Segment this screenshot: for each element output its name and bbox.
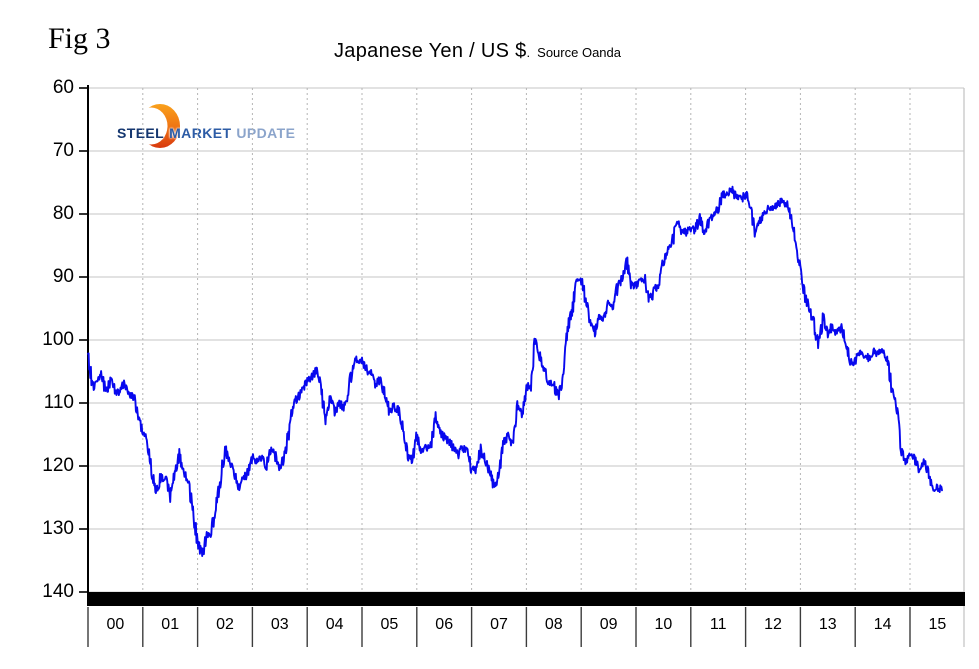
x-axis-label: 15 (928, 616, 947, 633)
chart-title: Japanese Yen / US $. Source Oanda (334, 40, 621, 63)
figure-label: Fig 3 (48, 22, 111, 55)
y-axis-label: 120 (42, 455, 74, 476)
y-axis-label: 90 (52, 266, 74, 287)
logo-word-steel: STEEL (117, 125, 165, 141)
x-axis-label: 09 (599, 616, 618, 633)
x-axis-label: 08 (544, 616, 563, 633)
smu-crescent-icon (140, 104, 180, 148)
y-axis-label: 80 (52, 203, 74, 224)
y-axis-label: 140 (42, 581, 74, 602)
x-axis-label: 12 (764, 616, 782, 633)
x-axis-label: 14 (873, 616, 892, 633)
x-axis-label: 10 (654, 616, 673, 633)
x-axis-label: 11 (709, 616, 727, 633)
x-axis-label: 04 (325, 616, 344, 633)
smu-logo-text: STEEL MARKET UPDATE (117, 125, 295, 141)
x-axis-label: 06 (435, 616, 454, 633)
source-label: Source Oanda (537, 45, 621, 60)
y-axis-label: 70 (52, 140, 74, 161)
title-period: . (526, 45, 531, 60)
logo-word-market: MARKET (169, 125, 232, 141)
x-axis-label: 07 (490, 616, 508, 633)
y-axis-label: 100 (42, 329, 74, 350)
chart-title-text: Japanese Yen / US $ (334, 40, 527, 62)
x-axis-label: 00 (106, 616, 125, 633)
smu-logo: STEEL MARKET UPDATE (116, 100, 295, 152)
y-axis-label: 130 (42, 518, 74, 539)
exchange-rate-line (87, 185, 943, 557)
x-axis-label: 01 (161, 616, 180, 633)
x-axis-label: 13 (818, 616, 837, 633)
logo-word-update: UPDATE (236, 125, 296, 141)
x-axis-label: 05 (380, 616, 399, 633)
x-axis-label: 03 (270, 616, 289, 633)
x-axis-label: 02 (216, 616, 234, 633)
y-axis-label: 60 (52, 77, 74, 98)
y-axis-label: 110 (43, 392, 74, 413)
